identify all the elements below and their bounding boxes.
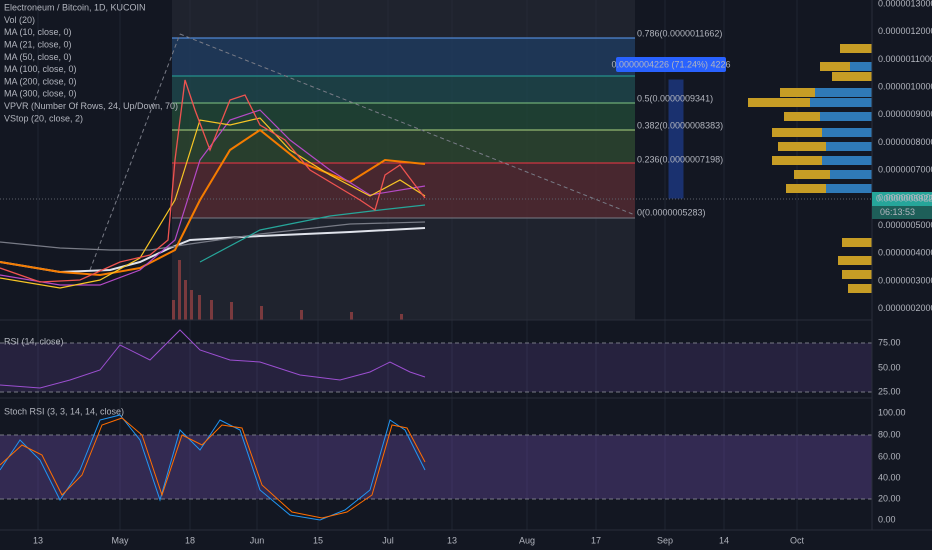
price-axis-label: 0.0000003000 [878,275,932,285]
price-axis-label: 0.0000012000 [878,26,932,36]
last-price-tag [872,192,932,206]
trend-line [89,33,181,271]
fib-band [172,76,635,103]
indicator-label: MA (100, close, 0) [4,64,77,74]
stoch-axis-label: 80.00 [878,429,901,439]
fib-band [172,38,635,76]
time-axis-label: 17 [591,535,601,545]
stoch-d [0,417,426,519]
pane-title: Stoch RSI (3, 3, 14, 14, close) [4,406,124,416]
stoch-axis-label: 20.00 [878,493,901,503]
stoch-axis-label: 0.00 [878,514,896,524]
labels: Electroneum / Bitcoin, 1D, KUCOIN Vol (20… [4,0,932,545]
price-axis-label: 0.0000004000 [878,248,932,258]
stoch-band [0,435,872,499]
measure-tag [616,57,726,72]
time-axis-label: 13 [447,535,457,545]
time-axis-label: 14 [719,535,729,545]
stoch-axis-label: 60.00 [878,451,901,461]
stoch-axis-label: 40.00 [878,472,901,482]
rsi-line [0,329,426,389]
measure-box [668,79,684,199]
indicator-label: MA (21, close, 0) [4,39,72,49]
price-axis-label: 0.0000006000 [878,192,932,202]
price-axis-label: 0.0000002000 [878,303,932,313]
time-axis-label: 13 [33,535,43,545]
price-axis-label: 0.0000005000 [878,220,932,230]
fib-label: 0.5(0.0000009341) [637,93,713,103]
indicator-label: VPVR (Number Of Rows, 24, Up/Down, 70) [4,101,178,111]
rsi-axis-label: 50.00 [878,362,901,372]
time-axis-label: 18 [185,535,195,545]
indicator-label: Vol (20) [4,15,35,25]
fib-label: 0.236(0.0000007198) [637,154,723,164]
fib-band [172,130,635,163]
rsi-axis-label: 25.00 [878,386,901,396]
time-axis-label: 15 [313,535,323,545]
time-axis-label: Oct [790,535,805,545]
countdown: 06:13:53 [880,207,915,217]
price-axis-label: 0.0000008000 [878,137,932,147]
rsi-axis-label: 75.00 [878,337,901,347]
fib-label: 0.382(0.0000008383) [637,120,723,130]
fib-label: 0(0.0000005283) [637,207,706,217]
rsi-band [0,343,872,392]
time-axis-label: Jul [382,535,394,545]
countdown-tag [872,206,932,219]
last-price: 0.0000005922 [876,193,932,203]
price-axis-label: 0.0000013000 [878,0,932,8]
pane-title: RSI (14, close) [4,336,64,346]
price-axis-label: 0.0000011000 [878,54,932,64]
time-axis-label: Aug [519,535,535,545]
fib-label: 0.786(0.0000011662) [637,28,722,38]
price-axis-label: 0.0000010000 [878,81,932,91]
fib-band [172,103,635,130]
stoch-axis-label: 100.00 [878,407,906,417]
time-axis-label: Sep [657,535,673,545]
indicator-label: MA (50, close, 0) [4,52,72,62]
measure-label: 0.0000004226 (71.24%) 4226 [611,59,730,69]
time-axis-label: May [111,535,129,545]
price-axis-label: 0.0000009000 [878,109,932,119]
indicator-label: VStop (20, close, 2) [4,113,83,123]
indicator-label: MA (10, close, 0) [4,27,72,37]
moving-averages [0,109,426,289]
symbol-title: Electroneum / Bitcoin, 1D, KUCOIN [4,2,146,12]
price-axis-label: 0.0000007000 [878,165,932,175]
volume-profile [748,44,872,293]
trend-line [179,33,636,216]
time-axis-label: Jun [250,535,265,545]
indicator-label: MA (300, close, 0) [4,89,77,99]
price-candles [0,79,426,283]
volume-bars [172,260,403,320]
fib-band [172,163,635,218]
indicator-label: MA (200, close, 0) [4,76,77,86]
